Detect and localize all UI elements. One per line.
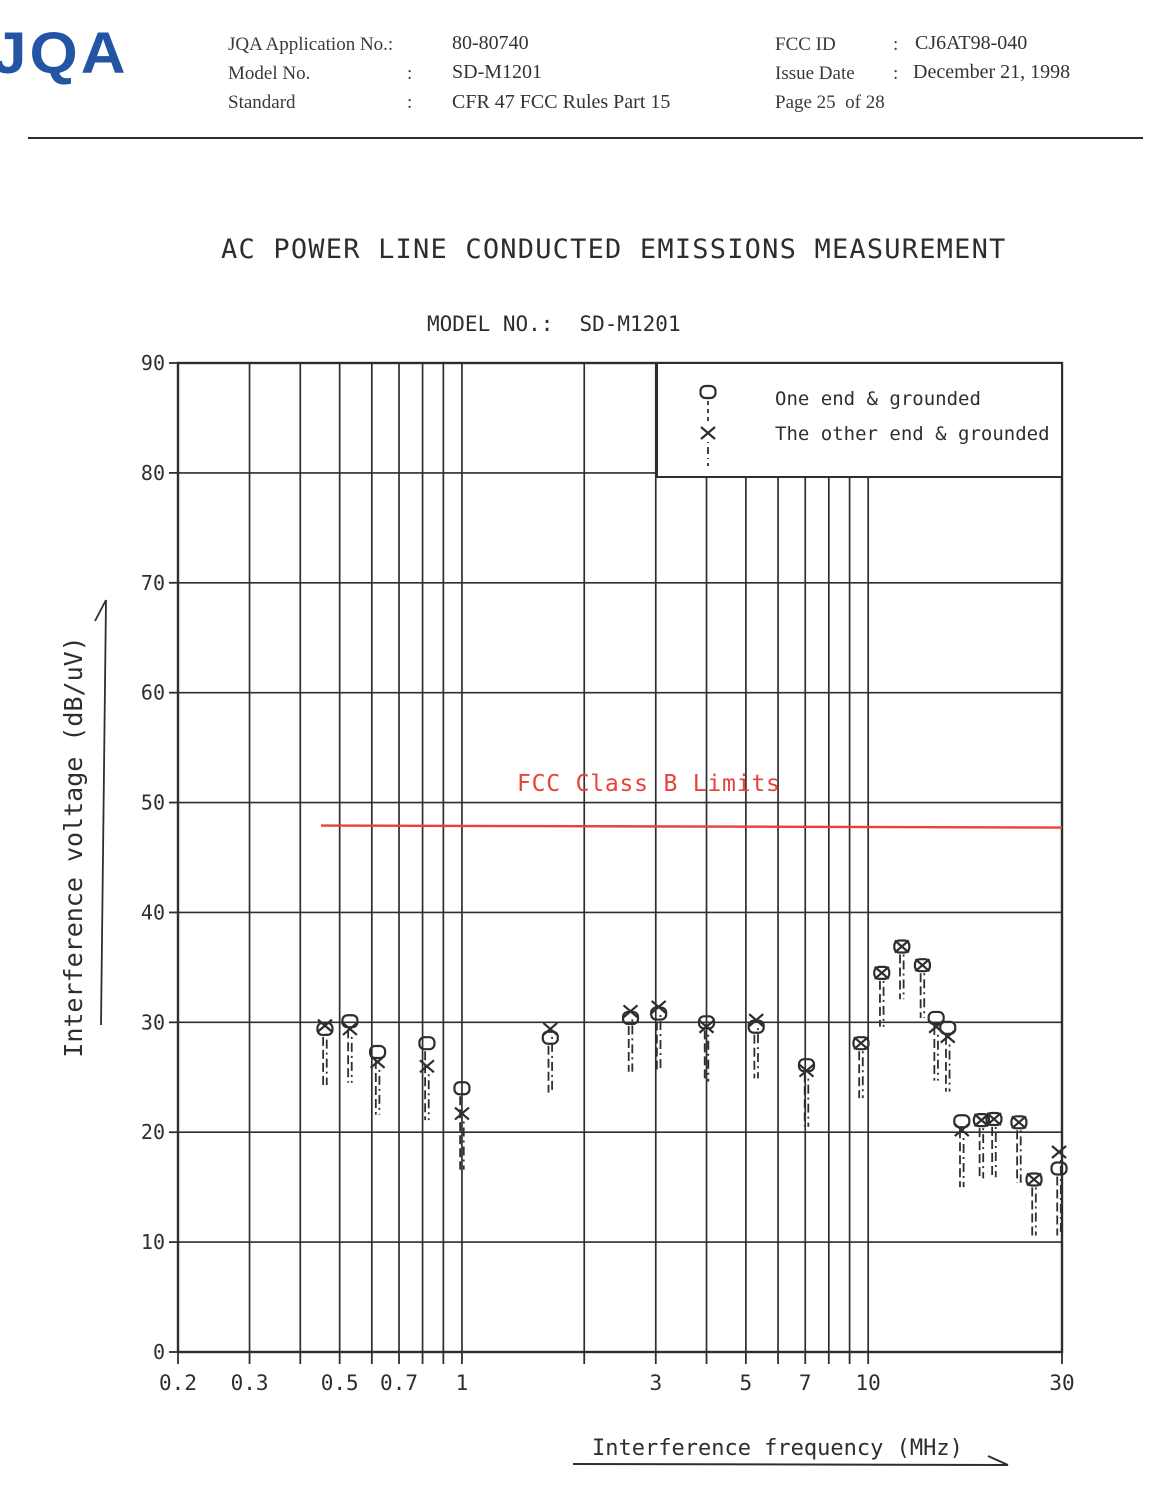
x-tick-label: 10 (856, 1371, 881, 1395)
x-axis-underline-arrowhead (987, 1455, 1009, 1466)
fcc-limit-label: FCC Class B Limits (517, 771, 781, 797)
legend-circle-marker (699, 384, 717, 400)
y-axis-title: Interference voltage (dB/uV) (59, 636, 88, 1057)
data-point-circle (418, 1036, 436, 1051)
y-tick-label: 30 (141, 1010, 165, 1034)
jqa-logo: JQA (0, 21, 129, 86)
issue-date-colon: : (893, 63, 899, 84)
data-point-circle (650, 1006, 668, 1021)
data-point-circle (1010, 1115, 1028, 1130)
data-point-x (622, 1004, 639, 1019)
data-point-x (1026, 1172, 1042, 1187)
data-point-circle (541, 1030, 559, 1045)
x-tick-label: 7 (799, 1371, 812, 1395)
y-tick-label: 10 (141, 1230, 165, 1254)
data-point-circle (927, 1010, 945, 1026)
data-point-x (986, 1112, 1002, 1126)
data-point-circle (913, 958, 932, 973)
plot-border (176, 361, 1064, 1354)
data-point-x (853, 1036, 869, 1051)
data-point-x (419, 1059, 435, 1074)
x-tick-label: 0.7 (380, 1371, 418, 1395)
fcc-id-value: CJ6AT98-040 (915, 32, 1028, 54)
data-point-x (698, 1019, 715, 1034)
model-subtitle-label: MODEL NO.: (427, 312, 554, 336)
legend-x-marker (700, 426, 716, 440)
data-point-circle (697, 1015, 716, 1030)
data-point-x (317, 1018, 333, 1033)
data-point-x (798, 1063, 815, 1078)
data-point-x (748, 1013, 764, 1027)
header-divider (28, 137, 1143, 139)
x-axis-underline (572, 1463, 1009, 1466)
y-tick-label: 80 (141, 461, 165, 485)
fcc-limit-line (321, 824, 1063, 829)
x-tick-label: 5 (740, 1371, 753, 1395)
model-subtitle-value: SD-M1201 (579, 312, 681, 336)
x-tick-label: 0.5 (321, 1371, 359, 1395)
standard-value: CFR 47 FCC Rules Part 15 (452, 91, 671, 113)
data-point-circle (1025, 1172, 1043, 1187)
data-point-circle (341, 1014, 359, 1029)
data-point-x (1011, 1115, 1027, 1130)
x-axis-title: Interference frequency (MHz) (592, 1436, 963, 1461)
app-no-label: JQA Application No.: (228, 34, 394, 55)
y-tick-label: 50 (141, 791, 165, 815)
data-point-x (1051, 1145, 1067, 1159)
data-point-circle (893, 939, 911, 954)
model-no-value: SD-M1201 (452, 61, 543, 83)
legend-label-other-end: The other end & grounded (775, 423, 1050, 445)
data-point-circle (873, 965, 891, 980)
fcc-id-colon: : (893, 34, 899, 55)
data-point-x (954, 1123, 970, 1137)
legend-label-one-end: One end & grounded (775, 388, 981, 410)
data-point-circle (1050, 1161, 1068, 1176)
data-point-x (914, 958, 931, 973)
data-point-x (369, 1055, 386, 1069)
app-no-value: 80-80740 (452, 32, 529, 54)
data-point-circle (852, 1036, 870, 1051)
y-tick-label: 40 (141, 900, 165, 924)
x-tick-label: 1 (456, 1371, 469, 1395)
model-subtitle: MODEL NO.: SD-M1201 (427, 312, 681, 336)
fcc-id-label: FCC ID (775, 34, 836, 55)
page-title: AC POWER LINE CONDUCTED EMISSIONS MEASUR… (221, 234, 1007, 265)
x-tick-label: 30 (1049, 1371, 1074, 1395)
data-point-circle (972, 1113, 991, 1128)
standard-colon: : (407, 92, 413, 113)
data-point-circle (369, 1044, 387, 1060)
y-tick-label: 90 (141, 351, 165, 375)
data-point-x (342, 1022, 358, 1036)
y-axis-arrowhead (94, 599, 107, 622)
issue-date-label: Issue Date (775, 63, 855, 84)
data-point-x (454, 1106, 470, 1121)
y-tick-label: 70 (141, 571, 165, 595)
y-tick-label: 60 (141, 681, 165, 705)
standard-label: Standard (228, 92, 296, 113)
data-point-circle (316, 1021, 334, 1037)
data-point-x (650, 1000, 667, 1014)
x-tick-label: 0.2 (159, 1371, 197, 1395)
x-tick-label: 3 (649, 1371, 662, 1395)
legend-box (656, 362, 1063, 478)
data-point-circle (453, 1081, 471, 1096)
data-point-x (542, 1022, 559, 1036)
y-tick-label: 20 (141, 1120, 165, 1144)
model-no-label: Model No. (228, 63, 311, 84)
y-axis-arrow (100, 599, 107, 1026)
model-no-colon: : (407, 63, 413, 84)
data-point-x (874, 966, 890, 980)
data-point-circle (985, 1111, 1003, 1127)
page-number: Page 25 of 28 (775, 92, 885, 113)
issue-date-value: December 21, 1998 (913, 61, 1071, 83)
data-point-x (940, 1029, 956, 1044)
data-point-circle (953, 1114, 971, 1129)
data-point-x (894, 939, 910, 954)
x-tick-label: 0.3 (231, 1371, 269, 1395)
data-point-circle (939, 1020, 957, 1035)
y-tick-label: 0 (153, 1340, 165, 1364)
